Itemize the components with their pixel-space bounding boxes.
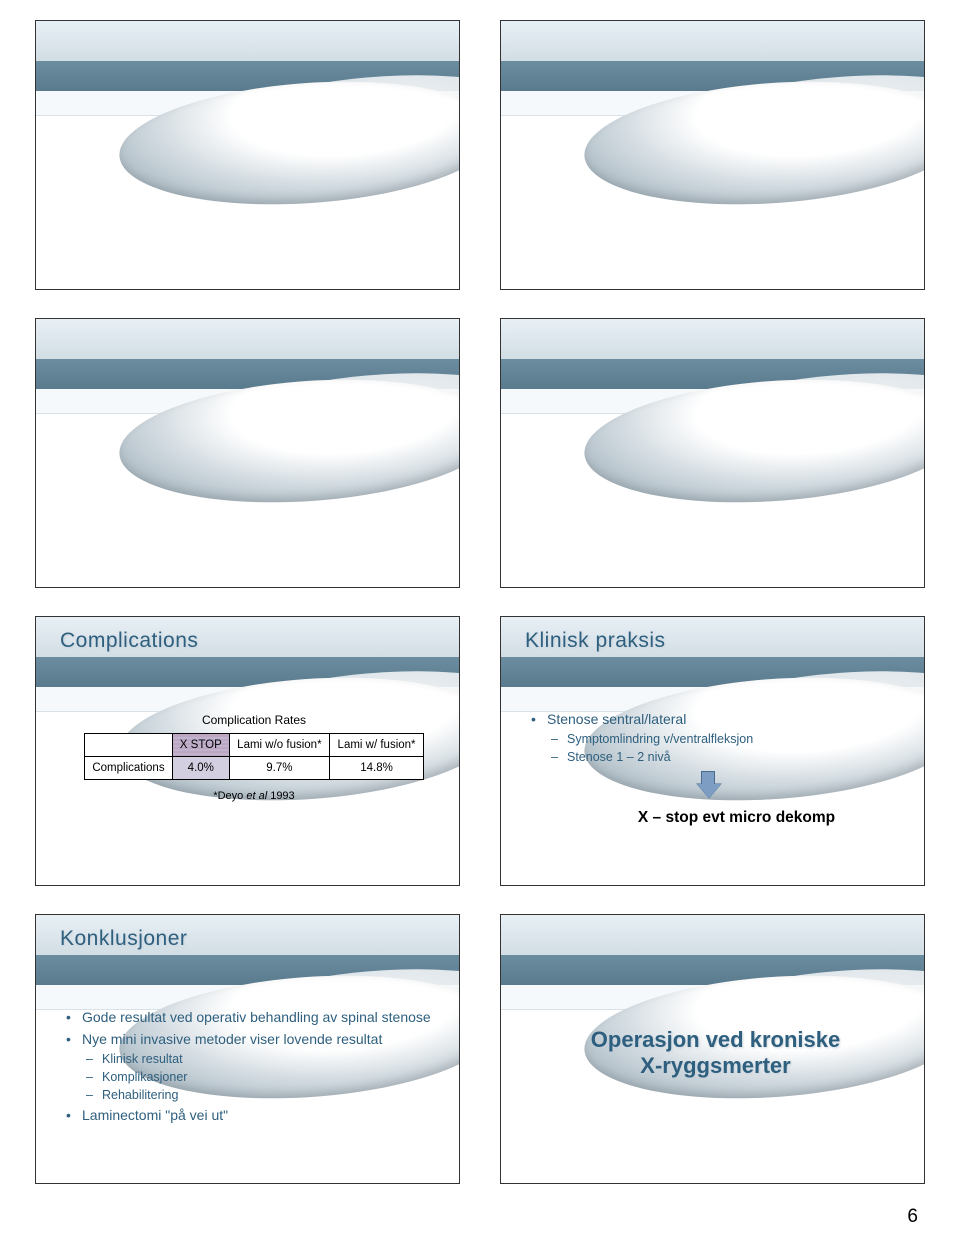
- slide-blank-2: [500, 20, 925, 290]
- bullet-item: Gode resultat ved operativ behandling av…: [60, 1006, 441, 1028]
- slide-blank-3: [35, 318, 460, 588]
- table-cell-lami-wo: 9.7%: [229, 757, 329, 780]
- bullet-item: Laminectomi "på vei ut": [60, 1104, 441, 1126]
- slide-background: [36, 319, 459, 587]
- bullet-item: Klinisk resultat: [60, 1050, 441, 1068]
- slide-complications: Complications Complication Rates X STOP …: [35, 616, 460, 886]
- table-header-lami-wo: Lami w/o fusion*: [229, 734, 329, 757]
- slide-background: [501, 21, 924, 289]
- slide-blank-4: [500, 318, 925, 588]
- slide-klinisk-praksis: Klinisk praksis Stenose sentral/lateral …: [500, 616, 925, 886]
- table-header-xstop: X STOP: [172, 734, 229, 757]
- bullet-item: Komplikasjoner: [60, 1068, 441, 1086]
- bullet-list: Stenose sentral/lateral Symptomlindring …: [525, 708, 906, 766]
- bullet-item: Nye mini invasive metoder viser lovende …: [60, 1028, 441, 1050]
- center-text: X – stop evt micro dekomp: [525, 809, 925, 827]
- slide-operasjon-title: Operasjon ved kroniske X-ryggsmerter: [500, 914, 925, 1184]
- table-caption: Complication Rates: [84, 713, 424, 727]
- slide-title: Konklusjoner: [60, 927, 441, 951]
- slide-title: Klinisk praksis: [525, 629, 906, 653]
- table-footnote: *Deyo et al 1993: [84, 790, 424, 802]
- table-header-lami-w: Lami w/ fusion*: [330, 734, 424, 757]
- slide-konklusjoner: Konklusjoner Gode resultat ved operativ …: [35, 914, 460, 1184]
- bullet-item: Stenose 1 – 2 nivå: [525, 748, 906, 766]
- table-header-blank: [85, 734, 173, 757]
- slide-title: Complications: [60, 629, 441, 653]
- arrow-down-icon: [697, 771, 719, 799]
- slide-background: [36, 21, 459, 289]
- slide-grid: Complications Complication Rates X STOP …: [0, 0, 960, 1184]
- title-slide-heading: Operasjon ved kroniske X-ryggsmerter: [525, 1027, 906, 1079]
- slide-background: [501, 319, 924, 587]
- bullet-item: Stenose sentral/lateral: [525, 708, 906, 730]
- complication-table-wrap: Complication Rates X STOP Lami w/o fusio…: [84, 713, 424, 802]
- complication-table: X STOP Lami w/o fusion* Lami w/ fusion* …: [84, 733, 424, 780]
- bullet-item: Symptomlindring v/ventralfleksjon: [525, 730, 906, 748]
- bullet-item: Rehabilitering: [60, 1086, 441, 1104]
- table-cell-lami-w: 14.8%: [330, 757, 424, 780]
- table-row-label: Complications: [85, 757, 173, 780]
- bullet-list: Gode resultat ved operativ behandling av…: [60, 1006, 441, 1126]
- table-cell-xstop: 4.0%: [172, 757, 229, 780]
- page-number: 6: [907, 1206, 918, 1228]
- slide-blank-1: [35, 20, 460, 290]
